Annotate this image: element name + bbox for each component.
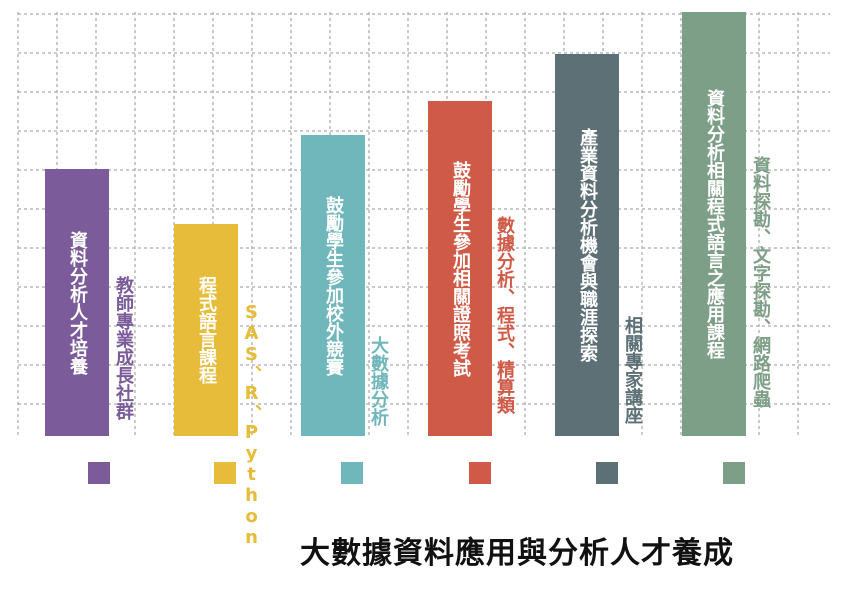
side-label-expert-talks: 相關專家講座: [622, 316, 643, 424]
side-label-languages: SAS、R、Python: [241, 302, 262, 548]
side-label-mining-crawling: 資料探勘、文字探勘、網路爬蟲: [750, 156, 771, 408]
bar-certification-exams: 鼓勵學生參加相關證照考試: [428, 101, 492, 436]
legend-swatch-teal: [341, 462, 363, 484]
legend-swatch-slate: [596, 462, 618, 484]
legend-swatch-purple: [88, 462, 110, 484]
bar-label: 鼓勵學生參加相關證照考試: [450, 160, 471, 377]
bar-career-exploration: 產業資料分析機會與職涯探索: [555, 54, 619, 436]
bar-label: 資料分析相關程式語言之應用課程: [704, 89, 725, 359]
bar-applied-language-courses: 資料分析相關程式語言之應用課程: [682, 12, 746, 436]
side-label-big-data: 大數據分析: [368, 336, 389, 426]
bar-label: 產業資料分析機會與職涯探索: [577, 128, 598, 362]
legend-swatch-yellow: [214, 462, 236, 484]
legend-swatch-sage: [723, 462, 745, 484]
bar-programming-courses: 程式語言課程: [174, 224, 238, 436]
bar-talent-cultivation: 資料分析人才培養: [45, 169, 109, 436]
bar-label: 程式語言課程: [196, 276, 217, 384]
bar-label: 鼓勵學生參加校外競賽: [323, 195, 344, 376]
bar-label: 資料分析人才培養: [67, 230, 88, 375]
side-label-teacher-community: 教師專業成長社群: [113, 276, 134, 420]
legend-swatch-red: [469, 462, 491, 484]
side-label-cert-types: 數據分析、程式、精算類: [494, 216, 515, 414]
footer-title: 大數據資料應用與分析人才養成: [300, 536, 734, 571]
bar-external-competitions: 鼓勵學生參加校外競賽: [301, 135, 365, 436]
